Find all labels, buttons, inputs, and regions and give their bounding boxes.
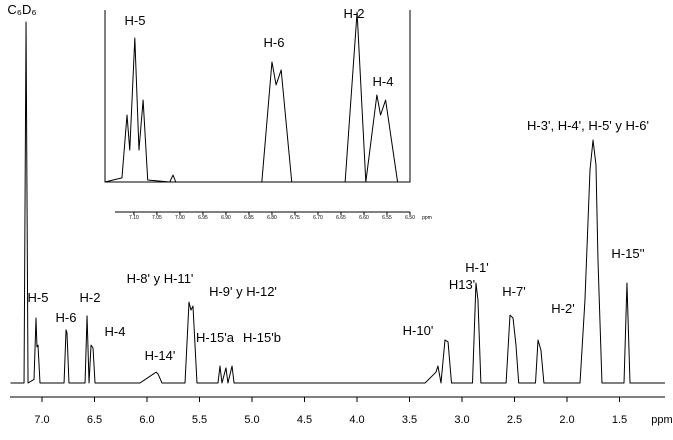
peak-label: H-10': [403, 323, 434, 338]
peak-label: H-5: [28, 290, 49, 305]
x-tick-label: 6.60: [359, 215, 369, 221]
peak-label: H-4: [105, 324, 126, 339]
peak-label: H-9' y H-12': [209, 284, 277, 299]
x-tick-label: 6.0: [139, 414, 154, 426]
x-tick-label: 7.00: [175, 215, 185, 221]
x-tick-label: 4.0: [349, 414, 364, 426]
x-tick-label: 7.05: [152, 215, 162, 221]
x-tick-label: 2.0: [559, 414, 574, 426]
x-tick-label: 6.90: [221, 215, 231, 221]
x-tick-label: 4.5: [297, 414, 312, 426]
x-tick-label: 2.5: [507, 414, 522, 426]
peak-label: H-5: [125, 13, 146, 28]
x-tick-label: 7.0: [34, 414, 49, 426]
x-tick-label: 6.50: [405, 215, 415, 221]
peak-label: H-8' y H-11': [127, 271, 194, 286]
spectrum-trace: [10, 21, 665, 384]
peak-label: H-2: [344, 6, 365, 21]
peak-label: H-3', H-4', H-5' y H-6': [527, 118, 649, 133]
x-tick-label: 6.65: [336, 215, 346, 221]
peak-label: H-2': [551, 301, 574, 316]
x-axis-label: ppm: [651, 414, 672, 426]
x-tick-label: 3.5: [402, 414, 417, 426]
peak-label: H-2: [80, 290, 101, 305]
x-tick-label: 1.5: [612, 414, 627, 426]
peak-label: H-14': [145, 348, 176, 363]
x-tick-label: 6.5: [87, 414, 102, 426]
x-tick-label: 6.55: [382, 215, 392, 221]
spectrum-trace: [104, 11, 410, 183]
peak-label: H-6: [264, 35, 285, 50]
x-tick-label: 3.0: [454, 414, 469, 426]
peak-label: H-6: [56, 310, 77, 325]
peak-label: H-15'': [611, 246, 644, 261]
x-tick-label: 6.85: [244, 215, 254, 221]
peak-label: C₆D₆: [7, 2, 36, 17]
peak-label: H-7': [502, 284, 525, 299]
peak-label: H13': [449, 277, 475, 292]
peak-label: H-15'b: [243, 330, 281, 345]
x-tick-label: 6.70: [313, 215, 323, 221]
peak-label: H-1': [465, 260, 488, 275]
peak-label: H-15'a: [196, 330, 235, 345]
x-tick-label: 7.10: [129, 215, 139, 221]
x-tick-label: 6.75: [290, 215, 300, 221]
x-axis-label: ppm: [422, 215, 432, 221]
x-tick-label: 5.0: [244, 414, 259, 426]
x-tick-label: 6.95: [198, 215, 208, 221]
x-tick-label: 5.5: [192, 414, 207, 426]
peak-label: H-4: [373, 74, 394, 89]
x-tick-label: 6.80: [267, 215, 277, 221]
